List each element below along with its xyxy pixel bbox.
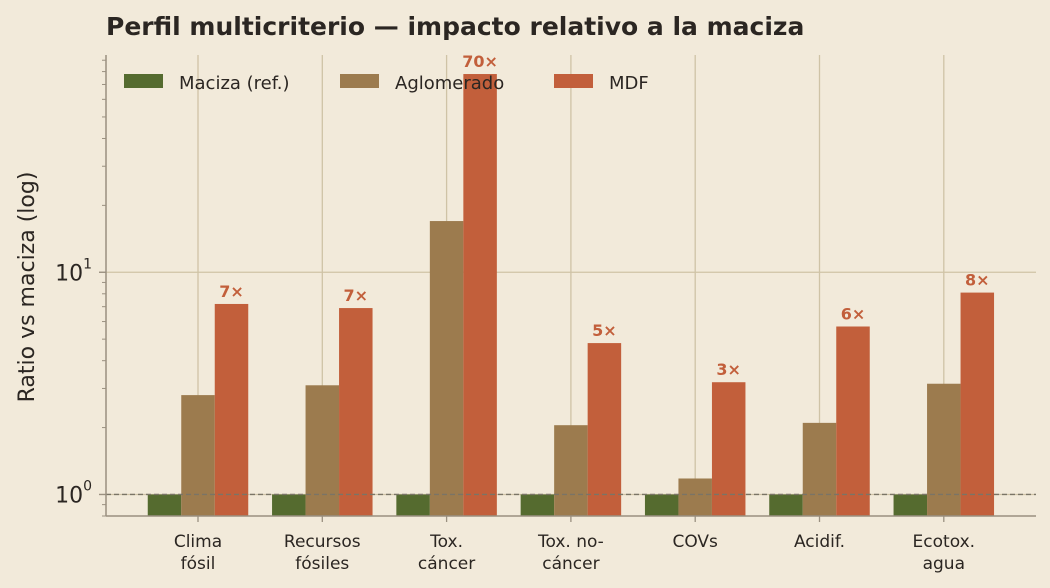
legend-swatch bbox=[340, 74, 379, 88]
bar bbox=[305, 385, 340, 516]
bar bbox=[396, 494, 430, 516]
bar bbox=[214, 303, 249, 516]
data-label: 70× bbox=[462, 52, 498, 71]
bar bbox=[927, 383, 961, 516]
bar bbox=[520, 494, 555, 516]
data-label: 7× bbox=[344, 286, 369, 305]
bar bbox=[181, 395, 215, 516]
bar bbox=[147, 494, 182, 516]
plot-area: 7× 7× 70× 5× 3× 6× 8× 100 101 Clima fósil Recursos f… bbox=[55, 52, 1036, 574]
data-label: 8× bbox=[965, 271, 990, 290]
x-tick-label: COVs bbox=[672, 532, 718, 552]
bar bbox=[678, 478, 712, 516]
bar bbox=[272, 494, 306, 516]
data-label: 5× bbox=[592, 321, 617, 340]
bar bbox=[587, 343, 622, 516]
y-tick-label: 101 bbox=[55, 256, 92, 286]
data-label: 6× bbox=[841, 305, 866, 324]
bar bbox=[463, 74, 497, 517]
bar bbox=[836, 326, 870, 516]
x-tick-label: Tox. no-cáncer bbox=[537, 532, 604, 574]
legend: Maciza (ref.) Aglomerado MDF bbox=[124, 73, 649, 94]
bar bbox=[960, 292, 995, 516]
legend-label: MDF bbox=[609, 73, 649, 94]
bar bbox=[554, 425, 588, 516]
bar bbox=[644, 494, 679, 516]
legend-swatch bbox=[124, 74, 163, 88]
x-tick-label: Tox. cáncer bbox=[418, 532, 475, 574]
bar bbox=[339, 308, 373, 516]
x-tick-label: Clima fósil bbox=[174, 532, 222, 574]
legend-label: Maciza (ref.) bbox=[179, 73, 290, 94]
legend-swatch bbox=[554, 74, 593, 88]
bar bbox=[802, 422, 837, 516]
data-label: 3× bbox=[716, 360, 741, 379]
y-axis-label: Ratio vs maciza (log) bbox=[15, 172, 40, 403]
x-tick-label: Acidif. bbox=[794, 532, 845, 552]
bar bbox=[711, 382, 746, 516]
legend-label: Aglomerado bbox=[395, 73, 504, 94]
x-tick-label: Ecotox. agua bbox=[913, 532, 976, 574]
bar bbox=[769, 494, 803, 516]
y-tick-label: 100 bbox=[55, 478, 92, 508]
bar bbox=[893, 494, 928, 516]
bar bbox=[429, 221, 464, 516]
x-tick-label: Recursos fósiles bbox=[284, 532, 361, 574]
chart-title: Perfil multicriterio — impacto relativo … bbox=[106, 12, 804, 41]
data-label: 7× bbox=[219, 282, 244, 301]
